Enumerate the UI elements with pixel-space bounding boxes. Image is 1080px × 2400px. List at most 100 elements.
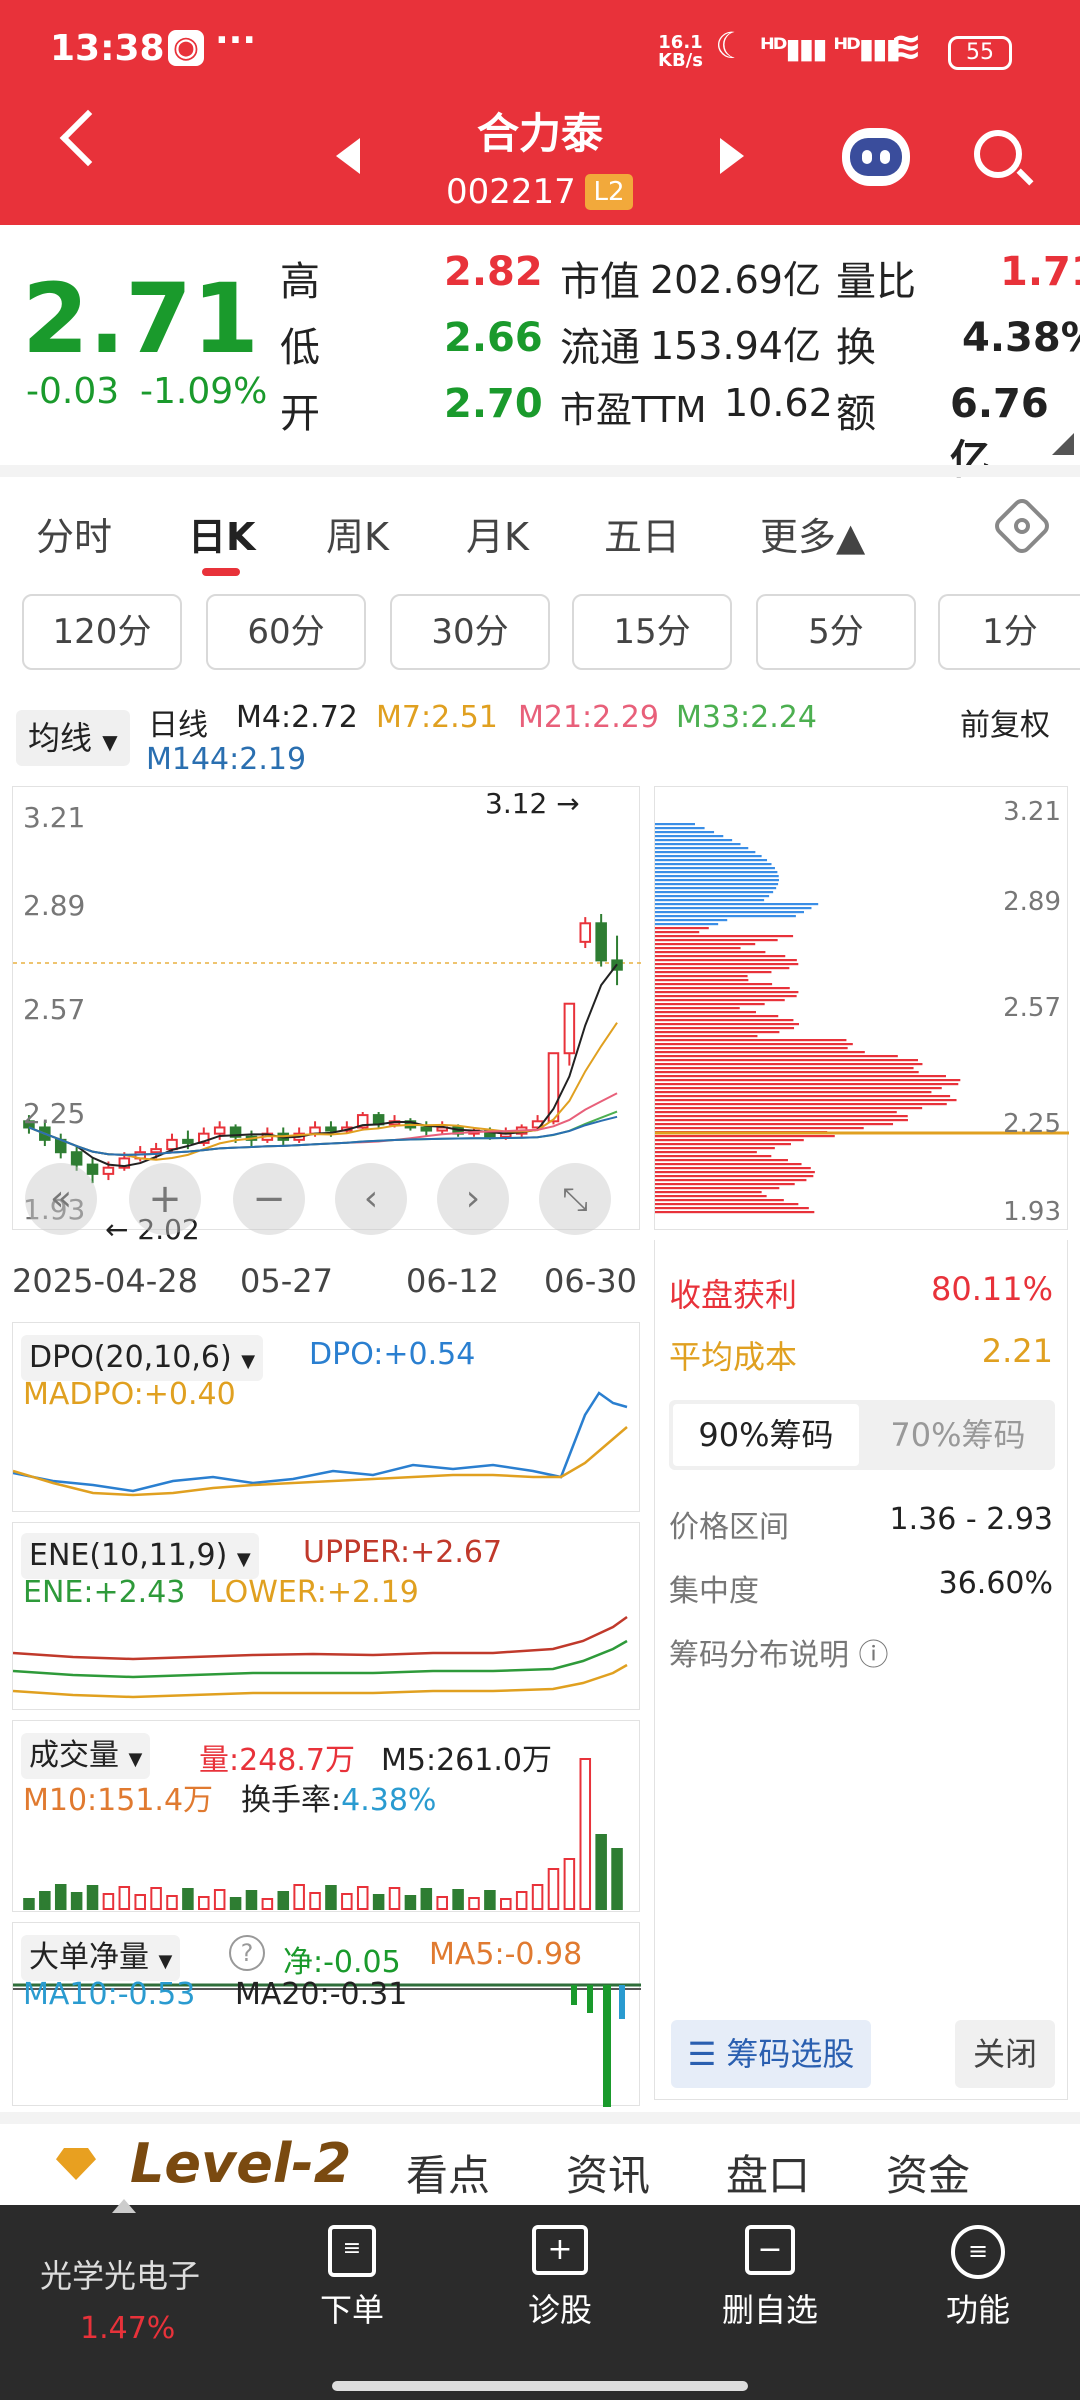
volume-bar — [500, 1898, 512, 1910]
tab-level2[interactable]: Level-2 — [130, 2132, 352, 2195]
chip-bar — [655, 1151, 757, 1154]
chip-bar — [655, 1019, 794, 1022]
order-button[interactable]: ≡ 下单 — [300, 2225, 404, 2331]
tab-daily-k[interactable]: 日K — [188, 515, 256, 559]
volume-value: 量:248.7万 — [199, 1743, 355, 1778]
settings-icon[interactable] — [990, 494, 1054, 558]
robot-assistant-icon[interactable] — [842, 128, 910, 186]
candle-body — [325, 1126, 337, 1132]
scroll-right-icon[interactable]: › — [437, 1163, 509, 1235]
help-icon[interactable]: ? — [229, 1935, 265, 1971]
chip-bar — [655, 1027, 795, 1030]
volume-selector[interactable]: 成交量 ▼ — [21, 1733, 151, 1779]
chip-bar — [655, 999, 785, 1002]
chip-bar — [655, 947, 741, 950]
indicator-selector[interactable]: 均线 ▼ — [16, 710, 130, 766]
expand-up-icon[interactable] — [112, 2199, 136, 2213]
tab-intraday[interactable]: 分时 — [36, 515, 113, 559]
candle-body — [579, 922, 592, 943]
wifi-icon: ≋ — [890, 24, 922, 68]
scroll-left-icon[interactable]: ‹ — [335, 1163, 407, 1235]
price-change: -0.03 — [26, 371, 120, 412]
chip-bar — [655, 863, 772, 866]
tab-70-chips[interactable]: 70%筹码 — [890, 1416, 1026, 1454]
dpo-panel[interactable]: DPO(20,10,6) ▼ DPO:+0.54 MADPO:+0.40 — [12, 1322, 640, 1512]
minute-30-button[interactable]: 30分 — [390, 594, 550, 670]
stock-code: 002217 — [446, 172, 576, 212]
list-icon: ☰ — [687, 2035, 717, 2073]
prev-stock-icon[interactable] — [336, 138, 360, 174]
chip-bar — [655, 927, 709, 930]
app-notification-icon: ◉ — [168, 30, 204, 66]
chip-explain-link[interactable]: 筹码分布说明 ⓘ — [669, 1638, 889, 1673]
tab-orderbook[interactable]: 盘口 — [726, 2151, 811, 2200]
big-order-selector[interactable]: 大单净量 ▼ — [21, 1935, 181, 1981]
zoom-out-icon[interactable]: − — [233, 1163, 305, 1235]
chip-bar — [655, 1003, 765, 1006]
volume-panel[interactable]: 成交量 ▼ 量:248.7万 M5:261.0万 M10:151.4万 换手率:… — [12, 1720, 640, 1912]
concentration-label: 集中度 — [669, 1574, 759, 1609]
high-mark: 3.12 → — [485, 787, 580, 820]
big-order-panel[interactable]: 大单净量 ▼ ? 净:-0.05 MA5:-0.98 MA10:-0.53 MA… — [12, 1922, 641, 2107]
function-button[interactable]: ≡ 功能 — [926, 2225, 1030, 2331]
chip-bar — [655, 1203, 799, 1206]
chip-bar — [655, 1199, 784, 1202]
tab-more[interactable]: 更多▲ — [760, 515, 866, 559]
chip-bar — [655, 967, 790, 970]
chip-bar — [655, 1175, 814, 1178]
minute-120-button[interactable]: 120分 — [22, 594, 182, 670]
tab-capital[interactable]: 资金 — [886, 2151, 971, 2200]
candle-body — [86, 1163, 99, 1175]
high-value: 2.82 — [444, 249, 543, 295]
ene-selector[interactable]: ENE(10,11,9) ▼ — [21, 1533, 259, 1579]
amount-value: 6.76亿 — [950, 381, 1049, 483]
tab-weekly-k[interactable]: 周K — [326, 515, 389, 559]
tab-news[interactable]: 资讯 — [566, 2151, 651, 2200]
low-label: 低 — [280, 325, 320, 371]
sector-name[interactable]: 光学光电子 — [40, 2257, 201, 2295]
tab-five-day[interactable]: 五日 — [604, 515, 681, 559]
chip-bar — [655, 1183, 795, 1186]
minute-15-button[interactable]: 15分 — [572, 594, 732, 670]
scroll-left-fast-icon[interactable]: « — [25, 1163, 97, 1235]
chip-bar — [655, 1055, 898, 1058]
volume-bar — [54, 1884, 67, 1910]
expand-corner-icon[interactable] — [1052, 433, 1074, 455]
y-label-4: 2.25 — [23, 1097, 86, 1130]
fullscreen-icon[interactable]: ⤡ — [539, 1163, 611, 1235]
back-icon[interactable] — [59, 109, 117, 167]
chip-close-button[interactable]: 关闭 — [955, 2020, 1055, 2088]
chip-select-button[interactable]: ☰ 筹码选股 — [671, 2020, 871, 2088]
ene-panel[interactable]: ENE(10,11,9) ▼ UPPER:+2.67 ENE:+2.43 LOW… — [12, 1522, 640, 1710]
minute-1-button[interactable]: 1分 — [938, 594, 1080, 670]
tab-90-chips[interactable]: 90%筹码 — [673, 1404, 859, 1466]
dpo-value: DPO:+0.54 — [309, 1337, 476, 1372]
chip-bar — [655, 1159, 788, 1162]
search-icon[interactable] — [974, 130, 1022, 178]
candle-body — [166, 1138, 178, 1151]
turnover-value: 4.38% — [962, 315, 1080, 361]
tab-highlights[interactable]: 看点 — [406, 2151, 491, 2200]
candle-body — [595, 922, 607, 962]
chip-bar — [655, 859, 768, 862]
next-stock-icon[interactable] — [720, 138, 744, 174]
chip-bar — [655, 1095, 951, 1098]
vr-label: 量比 — [836, 259, 916, 305]
amount-label: 额 — [836, 391, 876, 437]
y-label-5: 1.93 — [23, 1193, 86, 1226]
chip-svg — [655, 823, 1069, 1214]
kline-chart[interactable]: 3.21 2.89 2.57 2.25 1.93 3.12 → ← 2.02 «… — [12, 786, 641, 1246]
dpo-selector[interactable]: DPO(20,10,6) ▼ — [21, 1335, 264, 1381]
tab-monthly-k[interactable]: 月K — [466, 515, 529, 559]
divider-bottom — [0, 2112, 1080, 2124]
minute-60-button[interactable]: 60分 — [206, 594, 366, 670]
minute-5-button[interactable]: 5分 — [756, 594, 916, 670]
chip-bar — [655, 923, 719, 926]
zoom-in-icon[interactable]: + — [129, 1163, 201, 1235]
chip-bar — [655, 1171, 815, 1174]
chip-bar — [655, 851, 756, 854]
diagnose-button[interactable]: + 诊股 — [508, 2225, 612, 2331]
volume-bar — [198, 1896, 210, 1910]
remove-watchlist-button[interactable]: − 删自选 — [710, 2225, 830, 2331]
adjust-label[interactable]: 前复权 — [960, 708, 1050, 743]
